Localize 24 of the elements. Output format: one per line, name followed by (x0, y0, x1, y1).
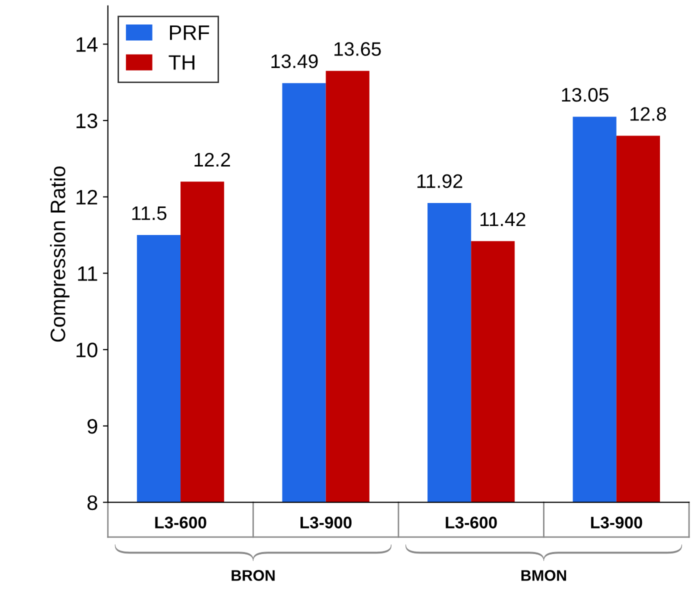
text: BRON (232, 570, 275, 581)
x-tick-label: L3-900 (591, 516, 642, 528)
x-tick-label: L3-600 (446, 516, 497, 528)
data-label: 12.2 (194, 152, 230, 166)
text: BMON (521, 570, 566, 581)
y-axis-title: Compression Ratio (50, 166, 70, 342)
legend-label: TH (168, 55, 194, 70)
y-tick-label: 14 (76, 37, 98, 52)
data-label: 13.49 (271, 54, 318, 68)
data-label: 13.05 (562, 88, 608, 102)
y-tick-label: 10 (76, 342, 98, 358)
y-tick-label: 9 (88, 418, 98, 434)
data-label: 13.65 (334, 42, 381, 56)
y-tick-label: 12 (76, 190, 98, 204)
data-label: 11.5 (132, 206, 166, 220)
x-tick-label: L3-900 (300, 516, 352, 528)
y-tick-label: 11 (78, 266, 98, 281)
legend-label: PRF (170, 25, 210, 40)
data-label: 11.42 (480, 212, 526, 226)
data-label: 11.92 (417, 174, 462, 188)
y-tick-label: 8 (87, 495, 98, 510)
x-tick-label: L3-600 (155, 516, 206, 528)
data-label: 12.8 (630, 107, 666, 121)
y-tick-label: 13 (76, 114, 98, 128)
